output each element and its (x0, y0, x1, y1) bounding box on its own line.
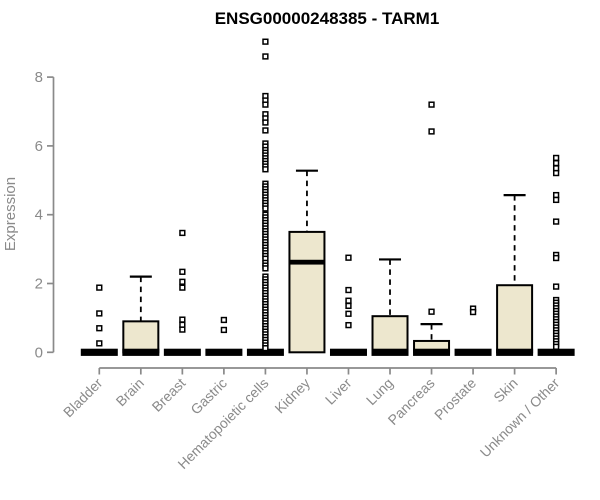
outlier-point (96, 284, 103, 291)
median-line (289, 259, 325, 265)
outlier-point (552, 196, 560, 204)
outlier-point (179, 326, 186, 333)
box-group-skin (496, 193, 534, 356)
x-category-label-brain: Brain (113, 375, 147, 409)
box-group-kidney (288, 169, 326, 354)
y-tick-label: 6 (35, 138, 43, 155)
x-category-label-bladder: Bladder (60, 375, 106, 421)
box (122, 320, 160, 354)
outlier-point (220, 326, 228, 334)
box-group-bladder (80, 284, 118, 356)
outlier-point (345, 302, 352, 310)
box-group-hematopoietic-cells (246, 38, 284, 356)
outlier-point (262, 101, 269, 108)
box (288, 230, 326, 354)
outlier-point (262, 166, 269, 173)
outlier-point (552, 154, 560, 162)
outlier-point (220, 316, 228, 324)
outlier-point (469, 308, 477, 316)
plot-area (80, 38, 575, 356)
outlier-point (345, 297, 352, 304)
median-line (246, 348, 284, 356)
box-group-liver (329, 254, 367, 356)
box-group-prostate (454, 305, 492, 356)
outlier-point (179, 316, 186, 323)
x-category-label-breast: Breast (149, 375, 189, 415)
box (496, 284, 534, 354)
outlier-point (96, 310, 103, 317)
box-group-lung (371, 258, 409, 356)
outlier-point (262, 205, 269, 212)
outlier-point (96, 325, 103, 332)
median-line (371, 348, 409, 356)
outlier-point (262, 345, 269, 352)
median-line (454, 348, 492, 356)
median-line (329, 348, 367, 356)
x-category-label-kidney: Kidney (271, 375, 313, 417)
outlier-point (345, 310, 352, 317)
outlier-point (262, 38, 269, 45)
median-line (163, 348, 201, 356)
outlier-point (552, 218, 560, 225)
box-group-brain (122, 275, 160, 356)
outlier-point (552, 159, 560, 167)
outlier-point (552, 283, 560, 290)
y-axis-label: Expression (2, 177, 19, 251)
y-tick-label: 4 (35, 207, 43, 224)
outlier-point (179, 278, 186, 285)
median-line (496, 348, 534, 356)
box-group-unknown-other (537, 154, 575, 356)
box (371, 315, 409, 354)
y-tick-label: 8 (35, 69, 43, 86)
x-category-label-lung: Lung (363, 375, 396, 408)
median-line (122, 348, 160, 356)
box-group-pancreas (413, 101, 451, 356)
outlier-point (262, 265, 269, 272)
box-group-gastric (205, 316, 243, 356)
median-line (537, 348, 575, 356)
outlier-point (428, 128, 435, 135)
outlier-point (345, 321, 352, 329)
x-category-label-skin: Skin (490, 375, 521, 406)
outlier-point (552, 169, 560, 177)
median-line (80, 348, 118, 356)
x-category-label-unknown-other: Unknown / Other (477, 375, 563, 461)
box-group-breast (163, 229, 201, 356)
outlier-point (345, 254, 352, 261)
outlier-point (552, 254, 560, 262)
outlier-point (262, 119, 269, 126)
outlier-point (179, 284, 186, 291)
outlier-point (262, 127, 269, 134)
outlier-point (96, 340, 103, 347)
x-category-label-prostate: Prostate (431, 375, 479, 423)
outlier-point (428, 308, 435, 315)
y-tick-label: 2 (35, 276, 43, 293)
median-line (205, 348, 243, 356)
median-line (413, 348, 451, 356)
outlier-point (345, 286, 352, 294)
outlier-point (179, 268, 186, 275)
outlier-point (552, 343, 560, 350)
chart-title: ENSG00000248385 - TARM1 (215, 9, 440, 28)
outlier-point (179, 229, 186, 237)
y-tick-label: 0 (35, 344, 43, 361)
x-category-label-liver: Liver (322, 375, 355, 408)
outlier-point (428, 101, 435, 108)
outlier-point (262, 53, 269, 60)
